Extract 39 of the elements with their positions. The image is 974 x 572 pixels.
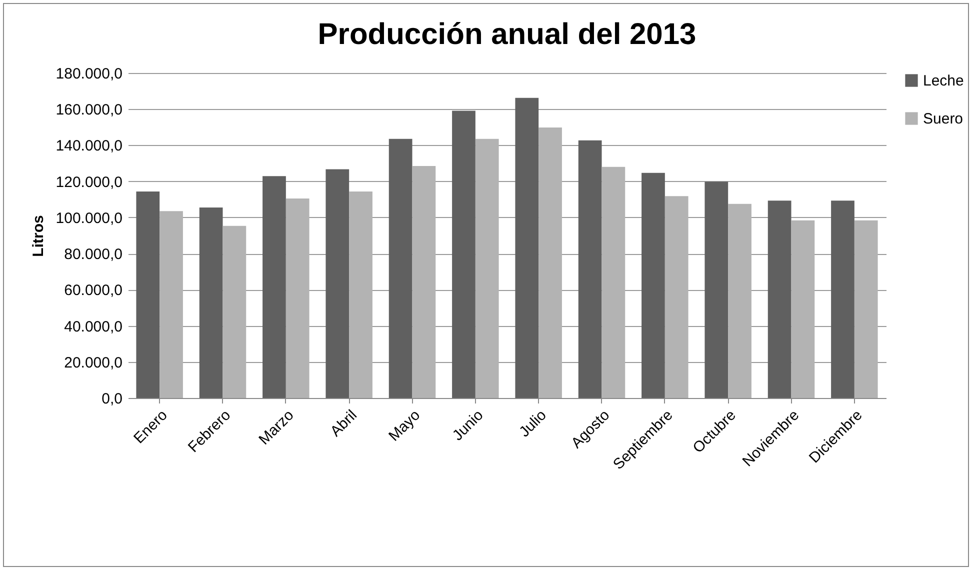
bar [831, 200, 854, 398]
x-tick-label: Julio [516, 406, 550, 441]
y-axis-title: Litros [30, 215, 47, 257]
bar [664, 196, 688, 398]
bar [388, 138, 412, 398]
legend-label: Suero [923, 110, 964, 128]
bar [349, 191, 372, 398]
y-tick-label: 80.000,0 [64, 246, 122, 264]
bar [578, 140, 602, 398]
y-tick-label: 0,0 [102, 390, 122, 408]
bar [475, 138, 499, 398]
bar [286, 198, 310, 398]
bar [222, 226, 246, 398]
bar [515, 98, 539, 398]
y-tick-label: 60.000,0 [64, 282, 122, 300]
bar [262, 176, 286, 398]
bar [538, 128, 562, 398]
bar [412, 166, 436, 398]
bar [136, 191, 160, 398]
bar [160, 211, 183, 398]
y-tick-label: 160.000,0 [56, 102, 122, 119]
y-tick-label: 140.000,0 [56, 138, 122, 155]
bar [768, 200, 792, 398]
bar [199, 208, 223, 398]
bar [854, 220, 878, 398]
chart-title: Producción anual del 2013 [318, 18, 696, 51]
y-tick-label: 100.000,0 [56, 210, 122, 227]
y-tick-label: 120.000,0 [56, 174, 122, 191]
legend-label: Leche [923, 72, 964, 90]
bar [326, 169, 350, 398]
bar [728, 204, 752, 398]
y-tick-label: 40.000,0 [64, 318, 122, 336]
y-tick-label: 20.000,0 [64, 354, 122, 372]
bar [452, 110, 476, 398]
bar [704, 182, 728, 398]
y-tick-label: 180.000,0 [56, 66, 122, 82]
bar [642, 172, 665, 398]
bar [602, 166, 626, 398]
bar [791, 220, 815, 398]
